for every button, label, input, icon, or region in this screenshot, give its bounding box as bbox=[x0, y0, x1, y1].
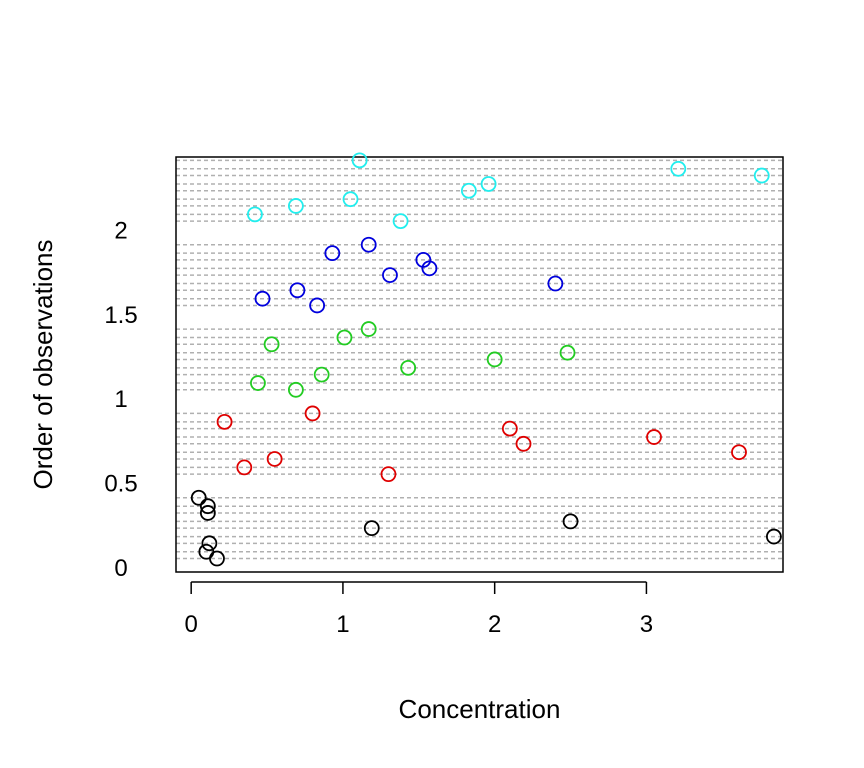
data-point bbox=[263, 336, 280, 353]
data-point bbox=[198, 543, 215, 560]
data-point bbox=[201, 535, 218, 552]
data-point bbox=[287, 381, 304, 398]
x-tick-label: 3 bbox=[640, 611, 653, 638]
data-point bbox=[753, 167, 770, 184]
data-point bbox=[670, 160, 687, 177]
grid-lines bbox=[176, 159, 783, 560]
x-tick-label: 1 bbox=[336, 611, 349, 638]
data-point bbox=[236, 459, 253, 476]
x-axis: 0 1 2 3 bbox=[184, 581, 653, 638]
data-point bbox=[342, 191, 359, 208]
y-tick-label: 1 bbox=[114, 386, 127, 413]
data-point bbox=[190, 489, 207, 506]
data-point bbox=[415, 252, 432, 268]
data-point bbox=[400, 359, 417, 376]
data-point bbox=[324, 245, 341, 262]
data-point bbox=[304, 405, 321, 422]
data-point bbox=[363, 520, 380, 537]
data-point bbox=[547, 275, 564, 292]
data-point bbox=[562, 513, 579, 530]
y-tick-label: 0.5 bbox=[104, 471, 137, 498]
data-point bbox=[559, 344, 576, 361]
data-point bbox=[486, 351, 503, 368]
y-axis-title: Order of observations bbox=[28, 239, 58, 489]
data-point bbox=[392, 213, 409, 230]
y-tick-label: 0 bbox=[114, 555, 127, 582]
data-point bbox=[199, 498, 216, 515]
data-point bbox=[289, 282, 306, 299]
data-point bbox=[336, 329, 353, 346]
data-point bbox=[646, 429, 662, 445]
data-point bbox=[360, 321, 377, 337]
data-point bbox=[250, 375, 266, 391]
data-point bbox=[731, 444, 747, 461]
data-point bbox=[266, 451, 283, 467]
data-point bbox=[501, 420, 518, 437]
data-point bbox=[360, 236, 377, 253]
data-point bbox=[199, 505, 216, 521]
data-point bbox=[480, 176, 497, 192]
data-point bbox=[313, 366, 330, 383]
x-axis-title: Concentration bbox=[399, 694, 561, 724]
data-point bbox=[309, 297, 326, 314]
data-point bbox=[254, 290, 271, 307]
y-tick-label: 2 bbox=[114, 218, 127, 245]
data-point bbox=[765, 528, 782, 545]
data-point bbox=[515, 435, 532, 452]
data-point bbox=[216, 413, 233, 430]
data-point bbox=[382, 267, 398, 283]
data-point bbox=[351, 152, 368, 169]
data-point bbox=[247, 206, 263, 223]
data-point bbox=[380, 466, 397, 483]
x-tick-label: 2 bbox=[488, 611, 501, 638]
plot-frame bbox=[175, 156, 784, 573]
y-axis: 0 0.5 1 1.5 2 bbox=[104, 218, 137, 582]
y-tick-label: 1.5 bbox=[104, 302, 137, 329]
data-point bbox=[287, 198, 304, 214]
data-points bbox=[190, 152, 782, 567]
data-point bbox=[460, 182, 477, 199]
x-tick-label: 0 bbox=[184, 611, 197, 638]
